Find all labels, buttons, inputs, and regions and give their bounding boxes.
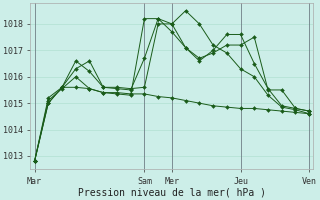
X-axis label: Pression niveau de la mer( hPa ): Pression niveau de la mer( hPa ) (78, 187, 266, 197)
